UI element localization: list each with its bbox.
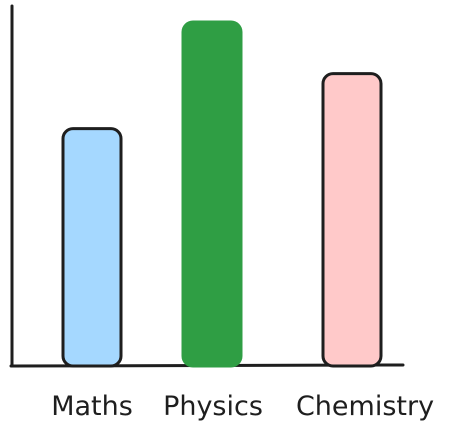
x-tick-labels: Maths Physics Chemistry [51,391,434,422]
bar-physics [181,20,243,368]
x-tick-label-maths: Maths [51,391,133,422]
x-tick-label-chemistry: Chemistry [296,391,434,422]
bars-group [61,20,383,368]
bar-maths [61,127,123,368]
x-tick-label-physics: Physics [163,391,263,422]
bar-chemistry [321,72,383,368]
